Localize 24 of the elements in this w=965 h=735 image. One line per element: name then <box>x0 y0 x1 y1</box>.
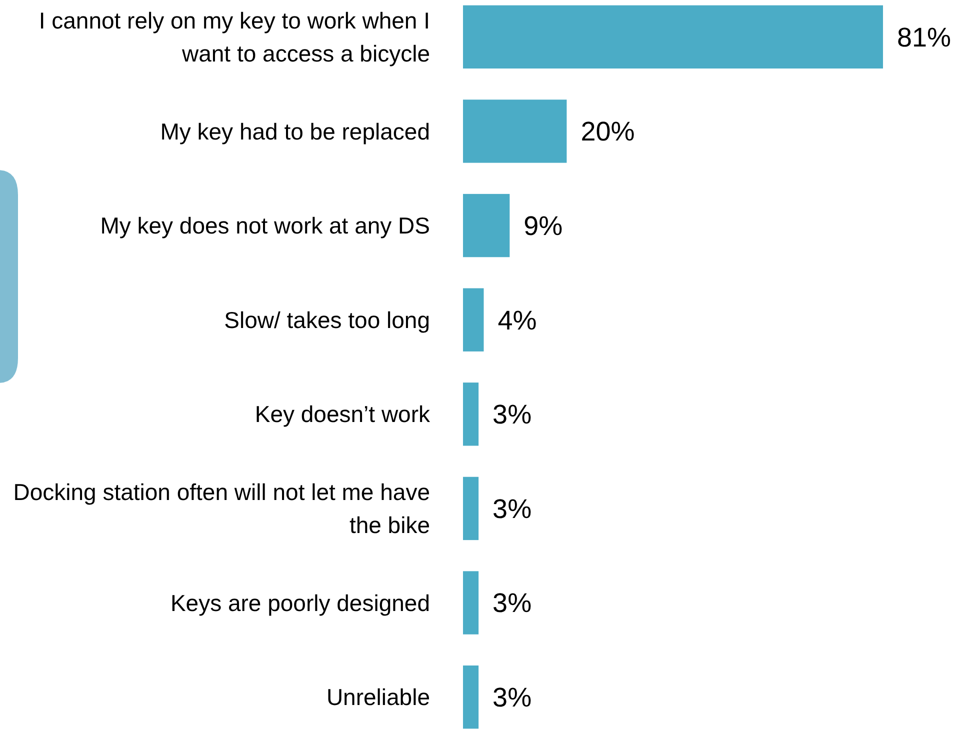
y-tick-label: Docking station often will not let me have the bike <box>13 479 430 538</box>
bar <box>463 194 510 258</box>
y-tick-label: Key doesn’t work <box>254 401 430 428</box>
data-label: 20% <box>580 116 635 147</box>
bar <box>463 665 479 729</box>
bar <box>463 382 479 446</box>
y-tick-label: My key does not work at any DS <box>100 212 430 239</box>
data-label: 3% <box>492 588 532 618</box>
y-tick-label: Keys are poorly designed <box>170 590 430 616</box>
bar <box>463 100 567 163</box>
y-tick-label: I cannot rely on my key to work when I want to access a bicycle <box>38 7 430 66</box>
data-label: 9% <box>524 210 563 241</box>
y-tick-label: My key had to be replaced <box>160 118 430 144</box>
bar <box>463 288 484 352</box>
y-tick-label: Slow/ takes too long <box>224 306 430 333</box>
bar <box>463 571 479 634</box>
data-label: 3% <box>492 494 532 524</box>
bar <box>463 5 883 69</box>
y-tick-label: Unreliable <box>326 684 430 710</box>
data-label: 4% <box>498 305 537 336</box>
bar <box>463 476 479 540</box>
data-label: 3% <box>492 400 532 430</box>
data-label: 81% <box>897 22 952 52</box>
data-label: 3% <box>492 682 532 713</box>
